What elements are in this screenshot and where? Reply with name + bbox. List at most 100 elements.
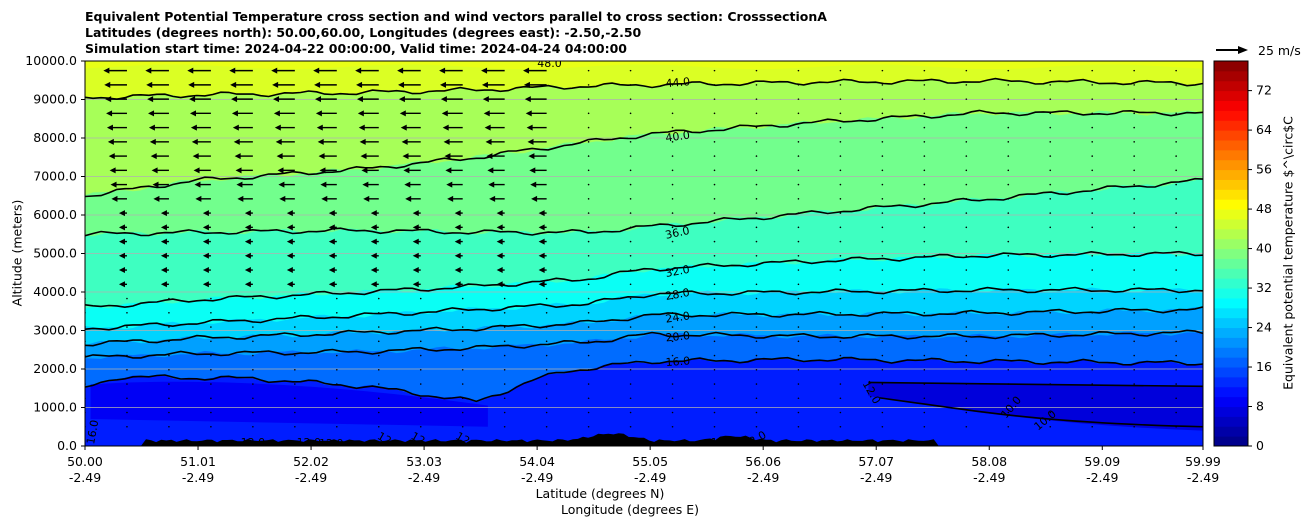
wind-vector-head-382 [244,224,251,231]
wind-vector-309 [587,269,590,271]
wind-vector-119 [545,368,548,371]
wind-vector-166 [252,340,254,343]
wind-vector-288 [839,283,842,286]
chart-title-line-3: Simulation start time: 2024-04-22 00:00:… [85,41,627,56]
y-tick-label-1: 1000.0 [33,400,77,415]
wind-vector-224 [419,311,422,314]
wind-vector-201 [587,326,590,328]
wind-vector-head-626 [273,96,280,103]
wind-vector-53 [1175,411,1177,414]
wind-vector-591 [1091,126,1094,129]
x-tick-label-lon-6: -2.49 [747,470,779,485]
wind-vector-294 [1091,283,1094,286]
colorbar-segment-28 [1214,159,1248,171]
wind-vector-607 [629,112,632,115]
wind-vector-208 [881,326,884,328]
wind-vector-head-437 [279,195,286,202]
wind-vector-139 [252,354,254,357]
wind-vector-3 [210,425,212,428]
wind-vector-head-521 [402,153,409,160]
wind-vector-140 [294,354,296,357]
wind-vector-689 [671,69,674,72]
colorbar-segment-17 [1214,268,1248,279]
wind-vector-head-632 [524,96,531,103]
wind-vector-251 [419,297,422,300]
wind-vector-49 [1007,411,1010,414]
contour-label-5: 28.0 [664,286,690,303]
wind-vector-111 [210,368,212,371]
wind-vector-169 [377,340,380,343]
wind-vector-head-548 [401,138,408,145]
wind-vector-head-297 [77,267,83,273]
wind-vector-260 [797,297,800,300]
wind-vector-61 [377,397,380,400]
wind-vector-head-465 [320,181,327,188]
wind-vector-186 [1091,340,1094,343]
wind-vector-583 [755,126,758,129]
wind-vector-head-524 [528,153,535,160]
wind-vector-2 [168,425,170,428]
wind-vector-634 [629,98,632,100]
y-axis: 0.0 1000.0 2000.0 3000.0 4000.0 5000.0 6000.0 7… [25,53,85,453]
wind-vector-head-680 [271,67,278,74]
wind-vector-563 [1049,141,1052,143]
wind-vector-199 [503,326,506,328]
wind-vector-head-329 [286,252,293,259]
wind-vector-531 [839,155,842,157]
wind-vector-505 [881,169,884,172]
wind-vector-193 [252,326,254,328]
wind-vector-45 [839,411,842,414]
band-above-40 [85,61,1203,196]
wind-vector-346 [1007,255,1010,257]
wind-vector-419 [671,212,674,214]
wind-vector-267 [1091,297,1094,300]
wind-vector-4 [252,425,254,428]
wind-vector-661 [629,84,632,86]
wind-vector-97 [755,383,758,385]
wind-vector-126 [839,368,842,371]
wind-vector-head-594 [64,110,70,116]
wind-vector-200 [545,326,548,328]
wind-vector-head-487 [109,167,116,174]
y-tick-label-7: 7000.0 [33,169,77,184]
x-axis-label-longitude: Longitude (degrees E) [560,502,700,517]
wind-vector-401 [1049,226,1052,229]
contour-line-24 [85,306,1203,347]
colorbar-segment-14 [1214,297,1248,309]
wind-vector-head-278 [412,281,419,288]
colorbar-segment-20 [1214,238,1248,250]
wind-vector-319 [1007,269,1010,271]
colorbar-segment-29 [1214,149,1248,161]
wind-vector-292 [1007,283,1010,286]
colorbar-segment-13 [1214,307,1248,319]
wind-vector-head-409 [244,210,251,217]
wind-vector-477 [839,183,842,186]
wind-vector-78 [1091,397,1094,400]
wind-vector-head-298 [118,267,125,274]
colorbar-segment-23 [1214,209,1248,220]
wind-vector-head-280 [496,281,503,288]
wind-vector-228 [587,311,590,314]
wind-vector-178 [755,340,758,343]
wind-vector-head-654 [314,81,321,88]
wind-vector-229 [629,311,632,314]
wind-vector-head-352 [118,238,125,245]
contour-line-40 [85,109,1203,198]
wind-vector-450 [839,198,842,200]
wind-vector-250 [377,297,380,300]
wind-vector-525 [587,155,590,157]
wind-vector-157 [1007,354,1010,357]
wind-vector-143 [419,354,422,357]
wind-vector-312 [713,269,716,271]
wind-vector-head-381 [202,224,209,231]
wind-vector-head-605 [525,110,532,117]
wind-vector-316 [881,269,884,271]
wind-vector-75 [965,397,968,400]
wind-vector-head-630 [440,96,447,103]
wind-vector-639 [839,98,842,100]
contour-label-3: 36.0 [664,224,691,242]
wind-vector-179 [797,340,800,343]
wind-vector-head-604 [483,110,490,117]
wind-vector-93 [587,383,590,385]
plot-area: 48.0 44.0 40.0 36.0 32.0 28.0 24.0 20.0 16.0 12.0… [25,53,1221,485]
